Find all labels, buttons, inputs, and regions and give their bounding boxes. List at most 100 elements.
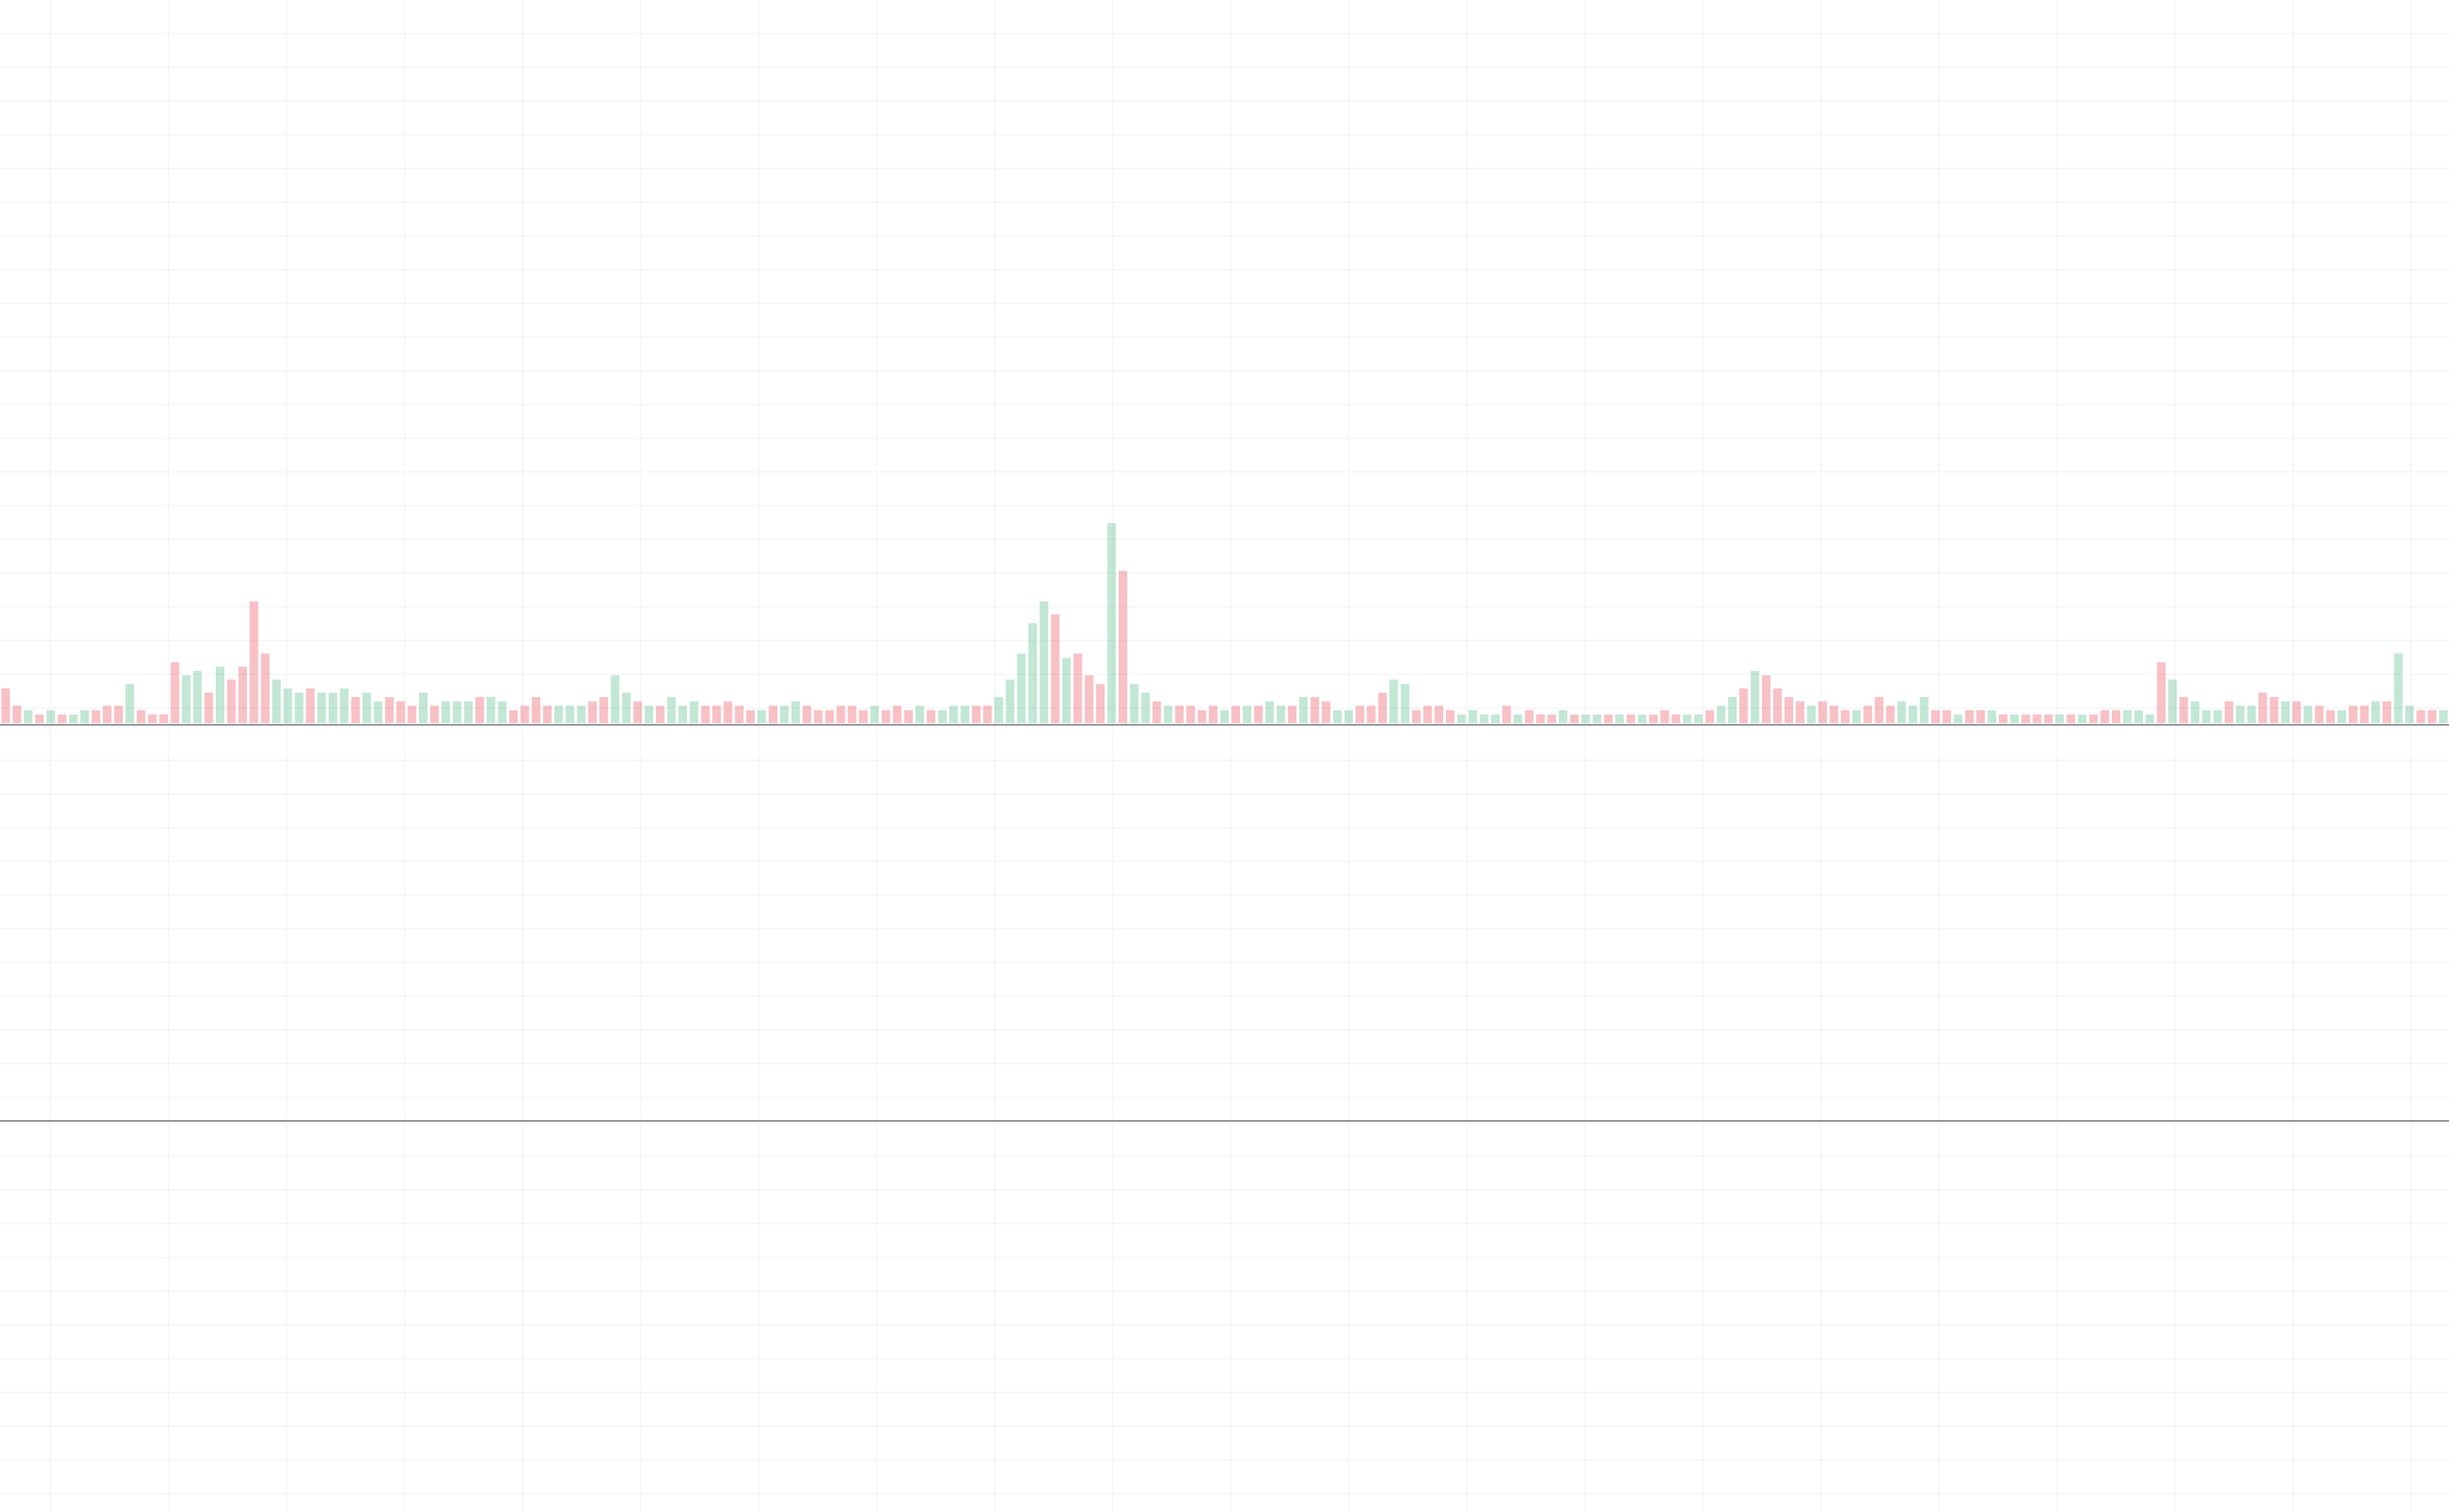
volume-bar	[1603, 714, 1613, 723]
volume-bar	[1909, 705, 1918, 723]
volume-bar	[1716, 705, 1726, 723]
volume-bar	[1411, 710, 1421, 723]
volume-bar	[418, 692, 428, 723]
volume-bar	[1547, 714, 1556, 723]
volume-bar	[1446, 710, 1455, 723]
volume-bar	[2146, 714, 2155, 723]
volume-bar	[1299, 697, 1308, 723]
oscillator-grid	[0, 1123, 2449, 1512]
volume-bar	[1084, 675, 1093, 723]
volume-bar	[1727, 697, 1737, 723]
volume-bar	[475, 697, 485, 723]
volume-bar	[1118, 571, 1128, 723]
volume-bar	[2349, 705, 2358, 723]
volume-bar	[599, 697, 609, 723]
volume-bar	[1671, 714, 1681, 723]
volume-bar	[915, 705, 925, 723]
volume-bar	[1130, 684, 1139, 723]
stochastic-grid	[0, 727, 2449, 1119]
volume-bar	[1581, 714, 1590, 723]
volume-bar	[2179, 697, 2189, 723]
volume-bar	[362, 692, 372, 723]
volume-bar	[1897, 701, 1906, 723]
volume-bar	[678, 705, 688, 723]
volume-bar	[430, 705, 439, 723]
volume-bar	[1028, 623, 1038, 723]
volume-bar	[1683, 714, 1692, 723]
volume-bar	[1310, 697, 1319, 723]
volume-bar	[1987, 710, 1996, 723]
volume-bar	[1231, 705, 1240, 723]
volume-bar	[1152, 701, 1162, 723]
volume-bar	[1367, 705, 1376, 723]
volume-bar	[181, 675, 191, 723]
volume-bar	[497, 701, 507, 723]
volume-bar	[1186, 705, 1195, 723]
price-grid	[0, 0, 2449, 725]
volume-bar	[2066, 714, 2076, 723]
volume-bar	[814, 710, 823, 723]
volume-bar	[1570, 714, 1579, 723]
volume-bar	[1931, 710, 1940, 723]
volume-bar	[1750, 671, 1759, 723]
volume-bar	[1886, 705, 1895, 723]
volume-bar	[1852, 710, 1861, 723]
volume-bar	[1874, 697, 1884, 723]
volume-bar	[904, 710, 913, 723]
volume-bar	[1197, 710, 1206, 723]
volume-bar	[2292, 701, 2301, 723]
volume-bar	[68, 714, 78, 723]
volume-bar	[1243, 705, 1252, 723]
volume-bar	[1039, 601, 1049, 723]
volume-bar	[847, 705, 857, 723]
volume-bar	[1490, 714, 1500, 723]
volume-bar	[893, 705, 902, 723]
volume-bar	[1017, 653, 1026, 723]
oscillator-panel	[0, 1123, 2449, 1512]
volume-bar	[723, 701, 733, 723]
volume-bar	[1739, 688, 1748, 723]
volume-bar	[734, 705, 744, 723]
volume-bar	[1637, 714, 1646, 723]
volume-bar	[250, 601, 259, 723]
volume-bar	[1773, 688, 1782, 723]
volume-bar	[2247, 705, 2256, 723]
volume-bars	[1, 523, 2448, 723]
volume-bar	[1649, 714, 1658, 723]
volume-bar	[791, 701, 800, 723]
volume-bar	[1423, 705, 1432, 723]
volume-bar	[46, 710, 56, 723]
volume-bar	[610, 675, 620, 723]
volume-bar	[2134, 710, 2143, 723]
volume-bar	[2077, 714, 2087, 723]
volume-bar	[2123, 710, 2132, 723]
volume-bar	[690, 701, 699, 723]
volume-bar	[1705, 710, 1715, 723]
volume-bar	[1254, 705, 1263, 723]
volume-bar	[554, 705, 563, 723]
volume-bar	[407, 705, 416, 723]
volume-bar	[1829, 705, 1839, 723]
volume-bar	[1942, 710, 1952, 723]
volume-bar	[2416, 710, 2425, 723]
volume-bar	[926, 710, 936, 723]
volume-bar	[1333, 710, 1342, 723]
volume-bar	[2111, 710, 2121, 723]
volume-bar	[170, 662, 180, 723]
volume-bar	[2360, 705, 2369, 723]
price-panel	[0, 0, 2449, 725]
volume-bar	[35, 714, 44, 723]
volume-bar	[859, 710, 868, 723]
volume-bar	[870, 705, 879, 723]
volume-bar	[1976, 710, 1985, 723]
volume-bar	[2280, 701, 2290, 723]
volume-bar	[1220, 710, 1229, 723]
volume-bar	[1400, 684, 1410, 723]
volume-bar	[2258, 692, 2268, 723]
volume-bar	[588, 701, 597, 723]
volume-bar	[486, 697, 496, 723]
volume-bar	[2100, 710, 2109, 723]
volume-bar	[2021, 714, 2031, 723]
volume-bar	[125, 684, 135, 723]
volume-bar	[453, 701, 462, 723]
